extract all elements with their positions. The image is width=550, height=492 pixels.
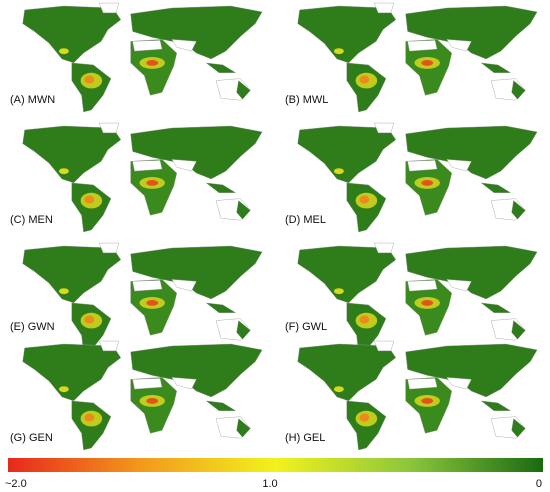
panel: (G) GEN — [10, 340, 263, 451]
panel-label: (D) MEL — [285, 214, 326, 226]
panel-label: (C) MEN — [10, 214, 53, 226]
colorbar-label: 0 — [536, 478, 542, 490]
colorbar — [8, 458, 543, 472]
panel-label: (H) GEL — [285, 432, 325, 444]
panel: (A) MWN — [10, 2, 263, 113]
colorbar-label: 1.0 — [262, 478, 277, 490]
panel: (H) GEL — [285, 340, 538, 451]
colorbar-label: ~2.0 — [5, 478, 27, 490]
panel-label: (G) GEN — [10, 432, 53, 444]
panel-label: (B) MWL — [285, 94, 328, 106]
panel-label: (E) GWN — [10, 321, 55, 333]
panel: (F) GWL — [285, 242, 538, 353]
panel: (D) MEL — [285, 122, 538, 233]
panel-label: (A) MWN — [10, 94, 55, 106]
panel: (E) GWN — [10, 242, 263, 353]
panel: (B) MWL — [285, 2, 538, 113]
panel-label: (F) GWL — [285, 321, 327, 333]
panel: (C) MEN — [10, 122, 263, 233]
